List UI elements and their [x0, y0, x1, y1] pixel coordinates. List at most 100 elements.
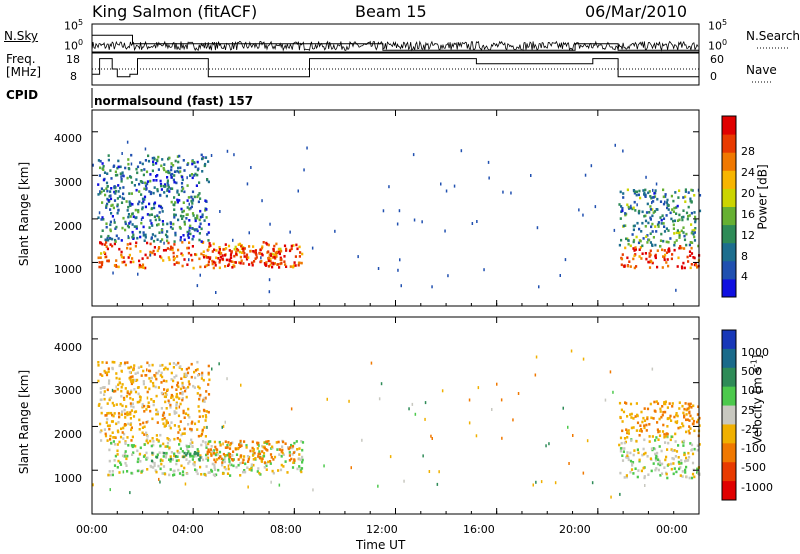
vel-ytick-4000: 4000	[54, 341, 82, 354]
power-cbar-segment	[722, 224, 736, 244]
speckle	[471, 222, 474, 225]
nave-tick-low: 0	[710, 70, 717, 83]
speckle	[554, 481, 557, 485]
velocity-cbar-segment	[722, 424, 736, 444]
speckle	[403, 479, 405, 483]
speckle	[512, 418, 514, 422]
nave-label: Nave	[746, 63, 777, 77]
power-cbar-segment	[722, 170, 736, 189]
speckle	[361, 438, 363, 442]
freq-frame	[91, 52, 700, 86]
freq-panel	[92, 58, 699, 78]
speckle	[675, 288, 677, 292]
speckle	[594, 205, 597, 209]
speckle	[377, 484, 379, 488]
power-ytick-4000: 4000	[54, 132, 82, 145]
xtick-2000: 20:00	[559, 523, 591, 536]
speckle	[496, 382, 498, 386]
speckle	[447, 274, 449, 278]
nsky-tick-high: 105	[64, 18, 84, 33]
xtick-1600: 16:00	[463, 523, 495, 536]
vel-cbar-tick-25: 25	[741, 404, 755, 417]
speckle	[613, 228, 616, 232]
speckle	[311, 246, 314, 250]
power-cbar-segment	[722, 206, 736, 226]
speckle	[215, 291, 217, 294]
speckle	[178, 405, 181, 409]
speckle	[536, 226, 539, 230]
cpid-label: CPID	[6, 88, 39, 102]
speckle	[130, 162, 133, 166]
date-title: 06/Mar/2010	[585, 2, 688, 21]
speckle	[159, 480, 161, 484]
vel-cbar-tick-100: 100	[741, 384, 762, 397]
vel-cbar-tick-1000: 1000	[741, 346, 769, 359]
speckle	[137, 272, 139, 276]
speckle	[92, 163, 94, 167]
speckle	[645, 175, 647, 179]
scatter-region-6	[618, 400, 701, 438]
speckle	[380, 382, 383, 386]
speckle	[112, 271, 114, 275]
speckle	[268, 290, 271, 294]
speckle	[619, 492, 621, 496]
speckle	[501, 436, 503, 440]
power-cbar-segment	[722, 260, 736, 280]
scatter-region-3	[206, 439, 296, 464]
speckle	[676, 420, 679, 424]
power-cbar-tick-8: 8	[741, 250, 748, 263]
xaxis-label: Time UT	[356, 538, 406, 552]
speckle	[468, 398, 471, 402]
speckle	[312, 488, 314, 492]
speckle	[348, 399, 350, 403]
nave-tick-high: 60	[710, 53, 724, 66]
scatter-region-1	[97, 240, 304, 270]
speckle	[408, 407, 410, 411]
speckle	[146, 368, 148, 372]
speckle	[652, 188, 654, 192]
speckle	[591, 481, 594, 485]
xtick-1200: 12:00	[366, 523, 398, 536]
power-cbar-tick-4: 4	[741, 270, 748, 283]
scatter-region-3	[97, 153, 211, 243]
velocity-cbar-segment	[722, 348, 736, 369]
speckle	[444, 229, 446, 233]
power-cbar-segment	[722, 242, 736, 262]
vel-cbar-tick-500: 500	[741, 365, 762, 378]
scatter-region-4	[620, 245, 701, 270]
vel-ytick-1000: 1000	[54, 472, 82, 485]
speckle	[538, 285, 540, 289]
speckle	[532, 483, 534, 487]
speckle	[222, 442, 224, 446]
speckle	[221, 425, 223, 429]
speckle	[530, 174, 532, 177]
nsky-tick-low: 100	[64, 38, 84, 53]
freq-tick-high: 18	[66, 53, 80, 66]
speckle	[98, 211, 101, 215]
speckle	[247, 485, 249, 489]
speckle	[334, 229, 336, 233]
speckle	[115, 385, 117, 389]
speckle	[453, 184, 456, 188]
speckle	[545, 444, 547, 448]
speckle	[430, 434, 432, 438]
speckle	[582, 213, 584, 217]
speckle	[584, 173, 587, 177]
speckle	[121, 196, 124, 200]
speckle	[622, 149, 624, 153]
speckle	[477, 386, 480, 390]
speckle	[270, 480, 272, 484]
nsearch-trace	[92, 34, 699, 51]
speckle	[278, 483, 281, 487]
speckle	[604, 398, 607, 402]
speckle	[109, 488, 111, 492]
vel-cbar-tick-m1000: -1000	[741, 481, 773, 494]
speckle	[121, 369, 123, 373]
speckle	[232, 238, 234, 242]
nsearch-label: N.Search	[746, 29, 800, 43]
power-cbar-segment	[722, 116, 736, 135]
speckle	[614, 143, 616, 147]
speckle	[431, 285, 433, 289]
speckle	[422, 454, 424, 458]
